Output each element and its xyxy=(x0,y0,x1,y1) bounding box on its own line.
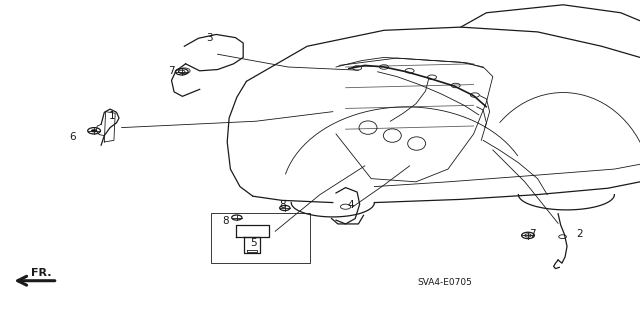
Text: 8: 8 xyxy=(223,216,229,226)
Text: 5: 5 xyxy=(250,238,257,248)
Text: SVA4-E0705: SVA4-E0705 xyxy=(417,278,472,287)
Text: 4: 4 xyxy=(348,200,354,210)
Text: 3: 3 xyxy=(207,33,213,43)
Circle shape xyxy=(91,129,97,132)
Text: 6: 6 xyxy=(69,131,76,142)
Text: 1: 1 xyxy=(109,111,115,122)
Text: FR.: FR. xyxy=(31,268,51,278)
Text: 7: 7 xyxy=(168,66,175,76)
Text: 8: 8 xyxy=(280,200,286,210)
Text: 7: 7 xyxy=(529,228,536,239)
Text: 2: 2 xyxy=(576,229,582,240)
